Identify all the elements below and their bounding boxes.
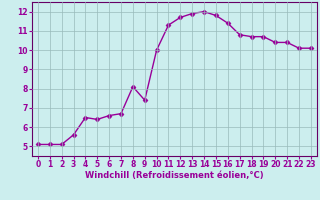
X-axis label: Windchill (Refroidissement éolien,°C): Windchill (Refroidissement éolien,°C): [85, 171, 264, 180]
